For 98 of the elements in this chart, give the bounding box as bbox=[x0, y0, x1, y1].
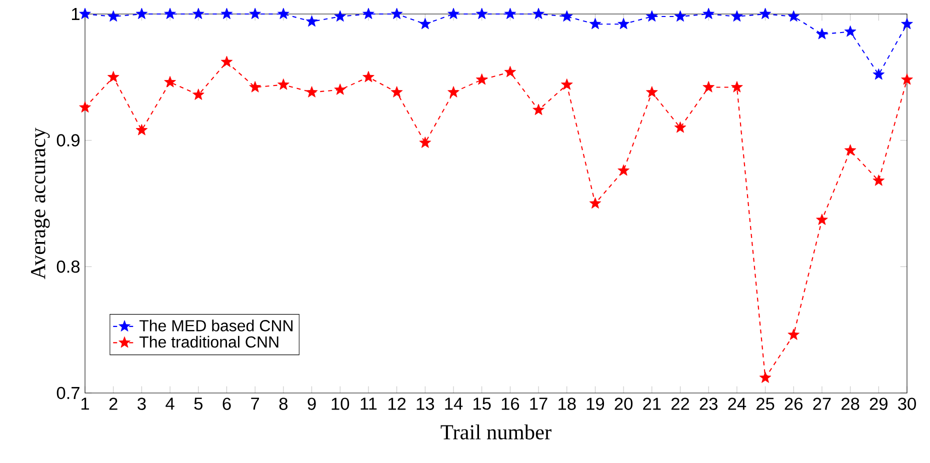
x-tick-label: 29 bbox=[870, 398, 888, 410]
point bbox=[79, 8, 91, 20]
x-tick-label: 14 bbox=[445, 398, 463, 410]
point bbox=[107, 10, 120, 22]
point bbox=[334, 10, 346, 22]
point bbox=[618, 18, 630, 30]
point bbox=[759, 8, 772, 20]
x-tick-label: 28 bbox=[842, 398, 860, 410]
x-tick-label: 20 bbox=[614, 398, 633, 410]
point bbox=[872, 174, 885, 186]
point bbox=[136, 124, 148, 136]
point bbox=[419, 18, 432, 30]
x-tick-label: 23 bbox=[700, 398, 718, 410]
point bbox=[788, 10, 800, 22]
x-tick-label: 3 bbox=[138, 398, 146, 410]
point bbox=[362, 70, 374, 82]
y-axis-title: Average accuracy bbox=[31, 128, 50, 280]
x-tick-label: 12 bbox=[388, 398, 406, 410]
point bbox=[816, 28, 828, 40]
x-tick-label: 8 bbox=[279, 398, 288, 410]
x-tick-label: 26 bbox=[784, 398, 803, 410]
point bbox=[192, 8, 204, 20]
point bbox=[844, 144, 856, 156]
point bbox=[532, 8, 544, 20]
x-tick-label: 19 bbox=[586, 398, 604, 410]
point bbox=[872, 68, 885, 80]
x-tick-label: 27 bbox=[813, 398, 831, 410]
point bbox=[646, 10, 658, 22]
point bbox=[674, 121, 686, 133]
point bbox=[362, 8, 374, 20]
point bbox=[646, 86, 658, 98]
y-tick-label: 1 bbox=[72, 8, 80, 20]
point bbox=[759, 372, 772, 383]
x-tick-label: 21 bbox=[643, 398, 661, 410]
point bbox=[249, 8, 261, 20]
point bbox=[220, 8, 233, 20]
point bbox=[306, 86, 318, 98]
x-tick-label: 7 bbox=[251, 398, 260, 410]
point bbox=[901, 18, 913, 30]
point bbox=[278, 78, 290, 90]
x-tick-label: 22 bbox=[671, 398, 690, 410]
point bbox=[702, 81, 714, 92]
y-tick-label: 0.7 bbox=[56, 386, 80, 400]
point bbox=[788, 328, 800, 340]
point bbox=[278, 8, 290, 20]
x-tick-label: 9 bbox=[308, 398, 316, 410]
point bbox=[504, 8, 516, 20]
point bbox=[390, 8, 403, 20]
point bbox=[390, 86, 403, 98]
point bbox=[504, 66, 516, 78]
x-axis-title: Trail number bbox=[440, 424, 552, 440]
point bbox=[306, 15, 318, 27]
point bbox=[476, 73, 488, 85]
point bbox=[560, 78, 573, 90]
legend-label: The traditional CNN bbox=[139, 336, 278, 348]
point bbox=[674, 10, 686, 22]
point bbox=[560, 10, 573, 22]
point bbox=[731, 10, 743, 22]
point bbox=[107, 70, 120, 82]
point bbox=[192, 88, 204, 100]
x-tick-label: 4 bbox=[166, 398, 174, 410]
point bbox=[164, 76, 176, 88]
point bbox=[816, 214, 828, 225]
point bbox=[249, 81, 261, 92]
x-tick-label: 16 bbox=[502, 398, 520, 410]
x-tick-label: 15 bbox=[474, 398, 491, 410]
x-tick-label: 2 bbox=[109, 398, 118, 410]
x-tick-label: 6 bbox=[222, 398, 231, 410]
y-tick-label: 0.9 bbox=[56, 134, 80, 146]
point bbox=[731, 81, 743, 92]
x-tick-label: 30 bbox=[898, 398, 916, 410]
point bbox=[702, 8, 714, 20]
point bbox=[79, 101, 91, 113]
x-tick-label: 17 bbox=[530, 398, 548, 410]
point bbox=[448, 86, 460, 98]
point bbox=[901, 73, 913, 85]
legend-label: The MED based CNN bbox=[139, 320, 292, 332]
point bbox=[448, 8, 460, 20]
point bbox=[589, 18, 602, 30]
point bbox=[419, 136, 432, 148]
y-tick-label: 0.8 bbox=[56, 260, 80, 273]
point bbox=[220, 56, 233, 68]
x-tick-label: 1 bbox=[82, 398, 89, 410]
point bbox=[618, 164, 630, 176]
point bbox=[844, 25, 856, 37]
point bbox=[334, 84, 346, 95]
point bbox=[476, 8, 488, 20]
x-tick-label: 24 bbox=[728, 398, 746, 410]
point bbox=[532, 104, 544, 116]
point bbox=[589, 197, 602, 209]
x-tick-label: 18 bbox=[558, 398, 576, 410]
x-tick-label: 10 bbox=[332, 398, 350, 410]
x-tick-label: 5 bbox=[194, 398, 202, 410]
point bbox=[164, 8, 176, 20]
point bbox=[136, 8, 148, 20]
x-tick-label: 11 bbox=[360, 398, 377, 410]
x-tick-label: 25 bbox=[756, 398, 774, 410]
x-tick-label: 13 bbox=[416, 398, 434, 410]
